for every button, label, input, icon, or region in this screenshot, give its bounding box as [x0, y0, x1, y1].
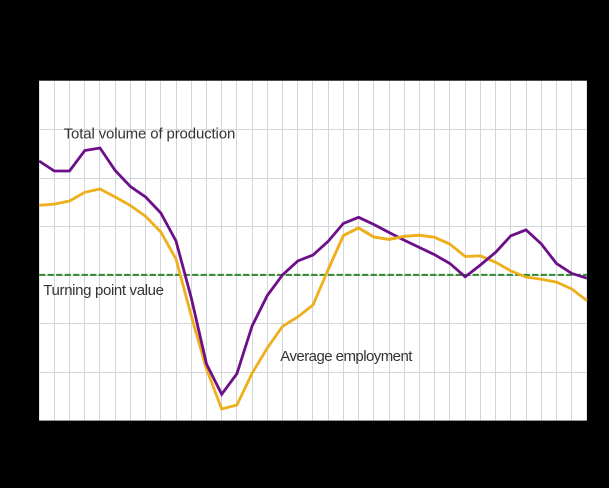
svg-text:Average employment: Average employment — [280, 348, 413, 365]
svg-text:Turning point value: Turning point value — [43, 282, 163, 299]
svg-text:Total volume of production: Total volume of production — [64, 126, 235, 143]
